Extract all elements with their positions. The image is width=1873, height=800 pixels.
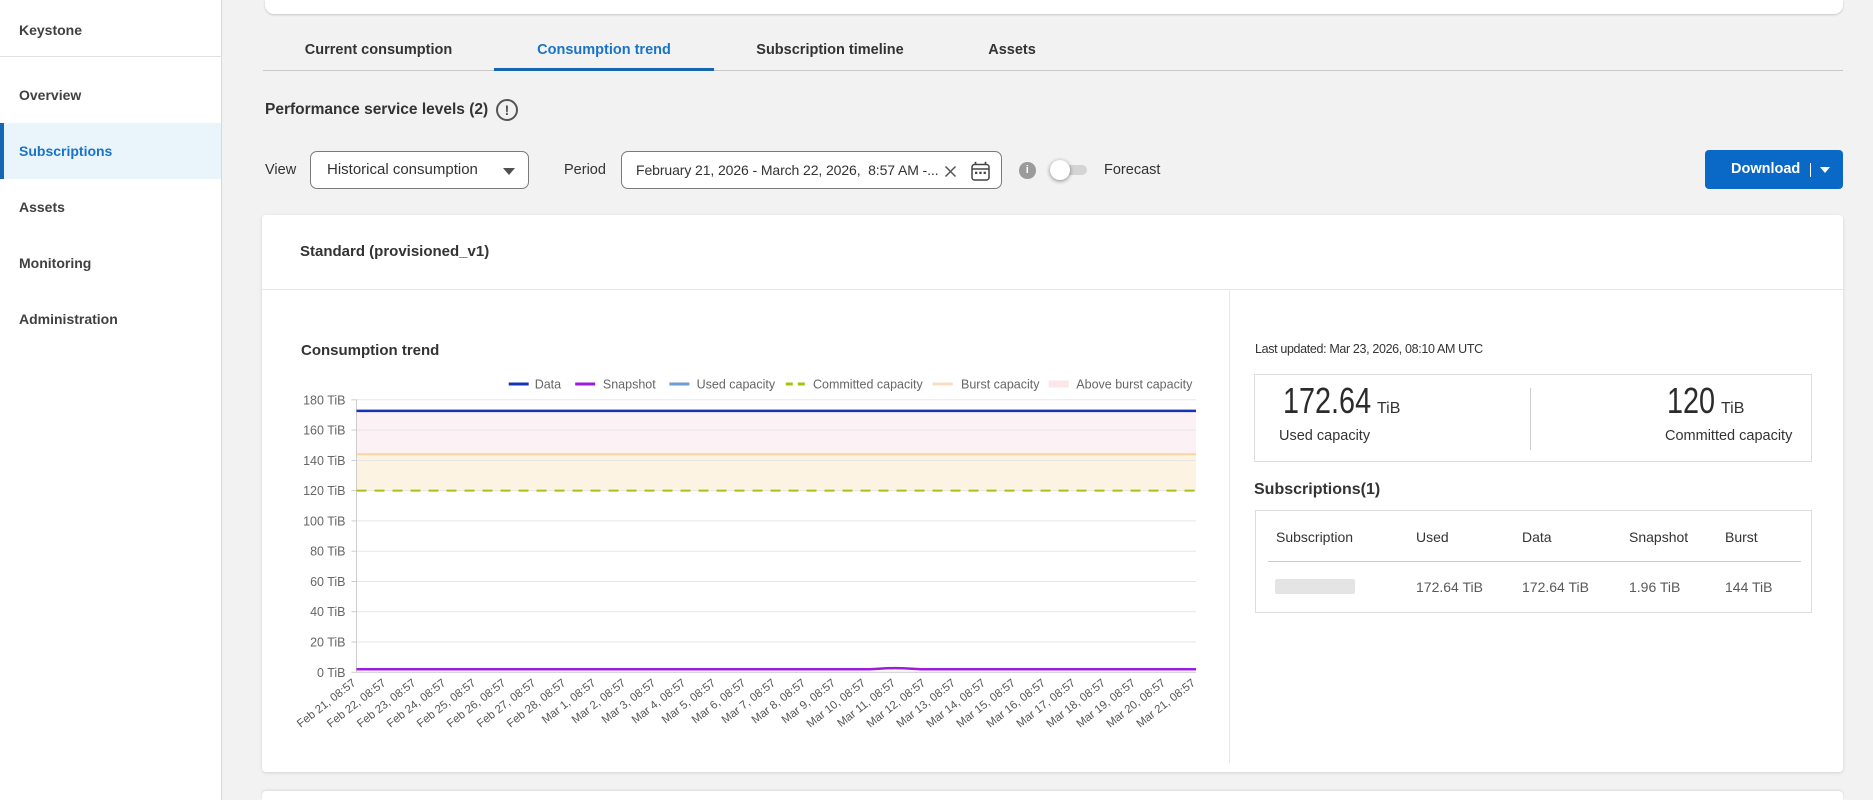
svg-text:180 TiB: 180 TiB bbox=[303, 393, 345, 407]
svg-text:100 TiB: 100 TiB bbox=[303, 514, 345, 528]
svg-text:120 TiB: 120 TiB bbox=[303, 484, 345, 498]
svg-text:Data: Data bbox=[535, 378, 561, 392]
svg-text:160 TiB: 160 TiB bbox=[303, 424, 345, 438]
svg-text:Used capacity: Used capacity bbox=[697, 378, 776, 392]
svg-text:80 TiB: 80 TiB bbox=[310, 545, 345, 559]
svg-text:20 TiB: 20 TiB bbox=[310, 636, 345, 650]
svg-text:Committed capacity: Committed capacity bbox=[813, 378, 924, 392]
svg-text:140 TiB: 140 TiB bbox=[303, 454, 345, 468]
svg-text:60 TiB: 60 TiB bbox=[310, 575, 345, 589]
svg-text:Snapshot: Snapshot bbox=[603, 378, 656, 392]
svg-text:Above burst capacity: Above burst capacity bbox=[1076, 378, 1193, 392]
svg-text:40 TiB: 40 TiB bbox=[310, 605, 345, 619]
svg-text:Burst capacity: Burst capacity bbox=[961, 378, 1040, 392]
svg-text:0 TiB: 0 TiB bbox=[317, 666, 346, 680]
